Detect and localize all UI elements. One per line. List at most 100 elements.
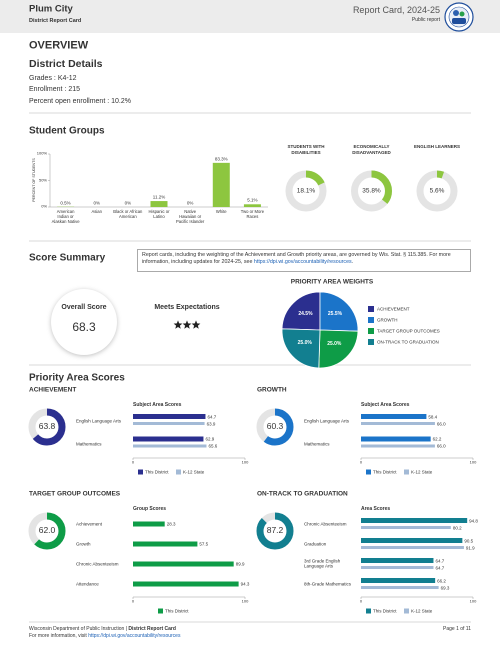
enrollment-row: Enrollment : 215 bbox=[29, 86, 80, 94]
bar bbox=[361, 586, 439, 589]
chart-title: Subject Area Scores bbox=[361, 402, 410, 409]
bar bbox=[243, 204, 261, 207]
category-label: Achievement bbox=[76, 521, 103, 527]
overall-score: 68.3 bbox=[72, 320, 96, 335]
slice-label: 25.0% bbox=[327, 341, 342, 348]
chart-title: Group Scores bbox=[133, 506, 167, 513]
bar bbox=[361, 546, 464, 549]
area-score: 62.0 bbox=[38, 525, 56, 536]
legend-swatch bbox=[368, 339, 374, 345]
x-tick-label: 100 bbox=[241, 459, 249, 465]
area-title: TARGET GROUP OUTCOMES bbox=[29, 490, 121, 498]
donut-label: 5.6% bbox=[429, 187, 445, 195]
note-text: Report cards, including the weighting of… bbox=[142, 252, 451, 266]
legend-swatch bbox=[366, 608, 371, 614]
section-title: Student Groups bbox=[29, 125, 105, 137]
label: Percent open enrollment : bbox=[29, 97, 110, 105]
star bbox=[182, 320, 192, 329]
slice-label: 25.5% bbox=[327, 311, 343, 318]
footer-link[interactable]: https://dpi.wi.gov/accountability/resour… bbox=[88, 633, 181, 640]
star bbox=[191, 320, 201, 329]
donut-arc bbox=[28, 512, 66, 550]
area-score: 63.8 bbox=[38, 421, 56, 432]
header-bar bbox=[0, 0, 500, 33]
score-circle bbox=[51, 289, 117, 355]
section-title: Score Summary bbox=[29, 252, 106, 264]
legend-label: K-12 State bbox=[411, 608, 433, 614]
value-label: 57.5 bbox=[199, 541, 209, 547]
donut-title: ECONOMICALLY DISADVANTAGED bbox=[352, 144, 391, 156]
x-tick-label: White bbox=[215, 209, 227, 214]
legend-swatch bbox=[368, 328, 374, 334]
footer-org: Wisconsin Department of Public Instructi… bbox=[29, 626, 176, 633]
value-label: 58.4 bbox=[428, 413, 438, 419]
more: For more information, visit bbox=[29, 633, 87, 640]
value-label: 62.2 bbox=[432, 436, 442, 442]
bar bbox=[133, 521, 165, 527]
rating: Meets Expectations bbox=[154, 303, 220, 311]
legend-swatch bbox=[404, 608, 409, 614]
bar bbox=[133, 581, 239, 587]
legend-swatch bbox=[368, 306, 374, 312]
bar bbox=[361, 538, 463, 543]
y-tick-label: 50% bbox=[38, 177, 47, 183]
bar bbox=[133, 414, 206, 419]
category-label: Growth bbox=[76, 541, 91, 547]
label: Enrollment : bbox=[29, 85, 67, 93]
x-tick-label: Hispanic or Latino bbox=[148, 209, 170, 219]
value-label: 91.9 bbox=[465, 544, 475, 550]
grades-row: Grades : K4-12 bbox=[29, 75, 77, 83]
bar bbox=[133, 436, 204, 442]
open-enrollment-row: Percent open enrollment : 10.2% bbox=[29, 98, 131, 106]
page-number: Page 1 of 11 bbox=[443, 626, 471, 633]
area-score: 87.2 bbox=[266, 525, 284, 536]
label: Grades : bbox=[29, 74, 56, 82]
org: Wisconsin Department of Public Instructi… bbox=[29, 626, 128, 633]
bar bbox=[361, 444, 435, 448]
bar bbox=[150, 201, 168, 207]
value: K4-12 bbox=[57, 74, 77, 82]
donut-arc bbox=[416, 170, 458, 212]
y-axis-label: PERCENT OF STUDENTS bbox=[31, 158, 36, 202]
value-label: 63.9 bbox=[206, 420, 216, 426]
value-label: 28.3 bbox=[166, 521, 176, 527]
star bbox=[173, 320, 183, 329]
value-label: 94.8 bbox=[469, 517, 478, 523]
legend-label: This District bbox=[145, 469, 169, 475]
slice-label: 25.0% bbox=[297, 340, 312, 347]
note-link[interactable]: https://dpi.wi.gov/accountability/resour… bbox=[253, 259, 352, 266]
district-name: Plum City bbox=[29, 3, 73, 15]
pie-slice bbox=[281, 291, 321, 331]
area-title: GROWTH bbox=[257, 386, 287, 394]
details-title: District Details bbox=[29, 57, 103, 70]
value: 215 bbox=[68, 85, 80, 93]
x-tick-label: 0 bbox=[131, 598, 135, 604]
donut-label: 35.8% bbox=[362, 187, 381, 195]
x-tick-label: 100 bbox=[241, 598, 249, 604]
note-box: Report cards, including the weighting of… bbox=[137, 249, 471, 272]
legend-label: This District bbox=[373, 469, 397, 475]
slice-label: 24.5% bbox=[298, 311, 313, 318]
value-label: 94.3 bbox=[240, 581, 250, 587]
x-tick-label: 100 bbox=[469, 598, 477, 604]
category-label: Attendance bbox=[76, 581, 99, 587]
x-tick-label: American Indian or Alaskan Native bbox=[51, 209, 80, 224]
legend-label: K-12 State bbox=[411, 469, 433, 475]
value-label: 89.9 bbox=[235, 561, 245, 567]
x-tick-label: Asian bbox=[91, 209, 102, 214]
value-label: 64.7 bbox=[435, 564, 445, 570]
pie-slice bbox=[281, 328, 321, 369]
legend-label: TARGET GROUP OUTCOMES bbox=[377, 328, 440, 334]
value-label: 69.3 bbox=[440, 584, 450, 590]
x-tick-label: Black or African American bbox=[113, 209, 143, 219]
bar bbox=[361, 518, 468, 523]
legend-swatch bbox=[368, 317, 374, 323]
category-label: English Language Arts bbox=[76, 418, 122, 424]
value-label: 65.6 bbox=[208, 443, 218, 449]
value-label: 0% bbox=[124, 200, 132, 206]
legend-label: ACHIEVEMENT bbox=[377, 306, 410, 312]
x-tick-label: Native Hawaiian or Pacific Islander bbox=[175, 209, 205, 224]
bar bbox=[133, 422, 205, 425]
bar bbox=[361, 422, 435, 425]
